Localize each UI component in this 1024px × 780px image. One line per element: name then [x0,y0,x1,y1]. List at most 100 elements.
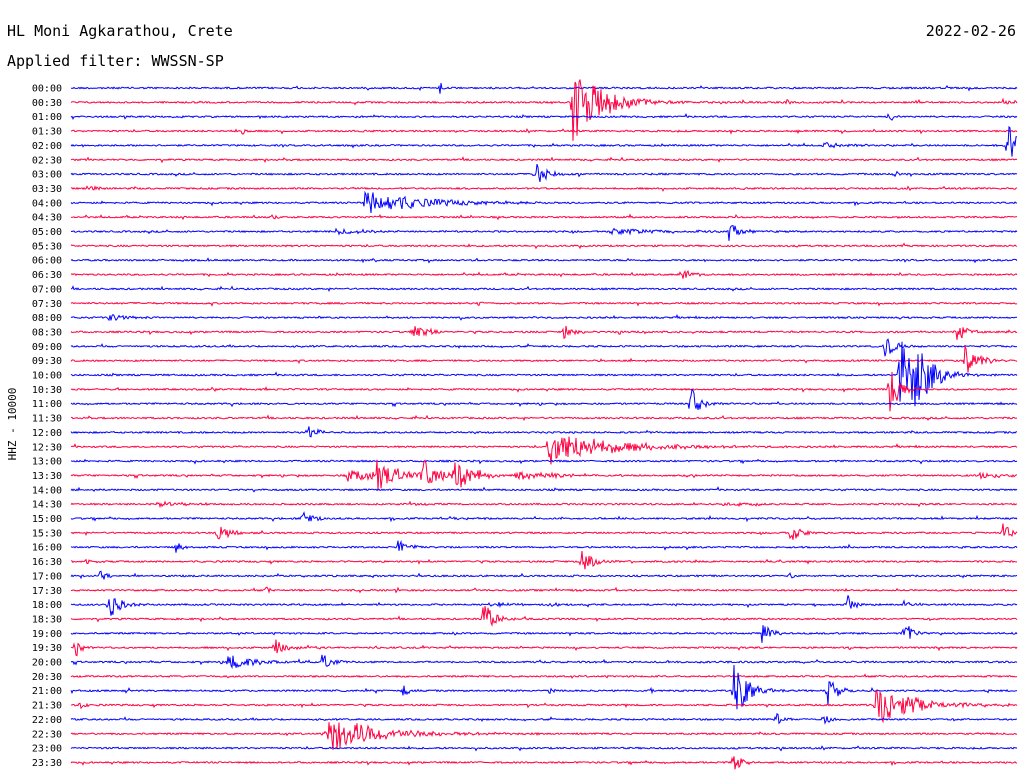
time-label: 03:00 [32,170,62,181]
seismic-trace [70,436,1018,465]
time-label: 10:00 [32,371,62,382]
time-label: 09:00 [32,342,62,353]
seismic-trace [70,156,1018,164]
seismic-trace [70,224,1018,241]
seismic-trace [71,551,1018,570]
time-label: 13:00 [32,457,62,468]
time-label: 01:00 [32,112,62,123]
seismic-trace [70,690,1018,724]
time-label: 02:30 [32,155,62,166]
seismic-trace [70,459,1018,491]
seismic-trace [70,523,1018,540]
time-label: 11:30 [32,414,62,425]
time-label: 16:00 [32,543,62,554]
seismic-trace [70,606,1018,627]
time-label-group: 00:00 00:30 01:00 01:30 02:00 02:30 03:00 03:30… [32,84,62,769]
date-label: 2022-02-26 [926,22,1016,40]
seismic-trace [70,713,1017,725]
seismic-trace [70,113,1018,121]
trace-group [70,79,1018,770]
time-label: 18:30 [32,614,62,625]
time-label: 22:30 [32,729,62,740]
time-label: 08:00 [32,313,62,324]
seismic-trace [70,664,1018,710]
time-label: 07:30 [32,299,62,310]
time-label: 07:00 [32,284,62,295]
filter-label: Applied filter: WWSSN-SP [7,52,224,70]
time-label: 09:30 [32,356,62,367]
time-label: 11:00 [32,399,62,410]
seismic-trace [70,213,1018,221]
seismic-trace [70,313,1017,322]
time-label: 01:30 [32,127,62,138]
seismic-trace [70,190,1018,214]
seismic-trace [70,539,1018,553]
seismic-trace [70,301,1018,307]
seismic-trace [70,242,1018,250]
seismic-trace [70,595,1018,616]
seismic-trace [70,338,1018,357]
time-label: 06:30 [32,270,62,281]
time-label: 22:00 [32,715,62,726]
time-label: 13:30 [32,471,62,482]
time-label: 03:30 [32,184,62,195]
time-label: 19:00 [32,629,62,640]
seismic-trace [70,257,1018,264]
time-label: 10:30 [32,385,62,396]
seismic-trace [70,625,1018,643]
seismic-trace [70,325,1018,340]
seismic-trace [70,269,1018,279]
seismic-trace [70,125,1018,157]
time-label: 05:00 [32,227,62,238]
seismic-trace [70,673,1018,679]
seismic-trace [70,745,1018,752]
seismic-trace [70,722,1018,750]
time-label: 15:00 [32,514,62,525]
time-label: 23:30 [32,758,62,769]
time-label: 12:30 [32,442,62,453]
station-title: HL Moni Agkarathou, Crete [7,22,233,40]
time-label: 20:30 [32,672,62,683]
time-label: 15:30 [32,528,62,539]
seismic-trace [70,586,1018,594]
time-label: 20:00 [32,658,62,669]
time-label: 12:00 [32,428,62,439]
seismic-trace [70,371,1018,412]
seismic-trace [70,341,1018,407]
time-label: 06:00 [32,256,62,267]
seismic-trace [71,414,1018,422]
seismic-trace [70,163,1018,183]
time-label: 00:30 [32,98,62,109]
seismic-trace [70,458,1018,465]
time-label: 17:00 [32,571,62,582]
time-label: 19:30 [32,643,62,654]
seismic-trace [70,486,1018,493]
seismic-trace [70,570,1018,580]
time-label: 02:00 [32,141,62,152]
time-label: 14:00 [32,485,62,496]
seismic-trace [70,344,1018,373]
seismic-trace [70,639,1018,657]
time-label: 21:30 [32,701,62,712]
seismic-trace [70,128,1018,135]
time-label: 17:30 [32,586,62,597]
seismic-trace [70,426,1018,438]
time-label: 08:30 [32,327,62,338]
time-label: 23:00 [32,744,62,755]
seismic-trace [70,756,1018,770]
seismic-trace [70,500,1018,509]
seismic-trace [70,511,1018,523]
time-label: 04:30 [32,213,62,224]
seismic-trace [71,83,1018,94]
time-label: 14:30 [32,500,62,511]
seismic-trace [70,654,1018,670]
channel-label: HHZ - 10000 [6,388,19,461]
time-label: 18:00 [32,600,62,611]
time-label: 00:00 [32,84,62,95]
time-label: 04:00 [32,198,62,209]
seismic-trace [70,79,1018,141]
seismic-trace [70,285,1018,293]
seismic-trace [70,185,1018,192]
time-label: 05:30 [32,241,62,252]
